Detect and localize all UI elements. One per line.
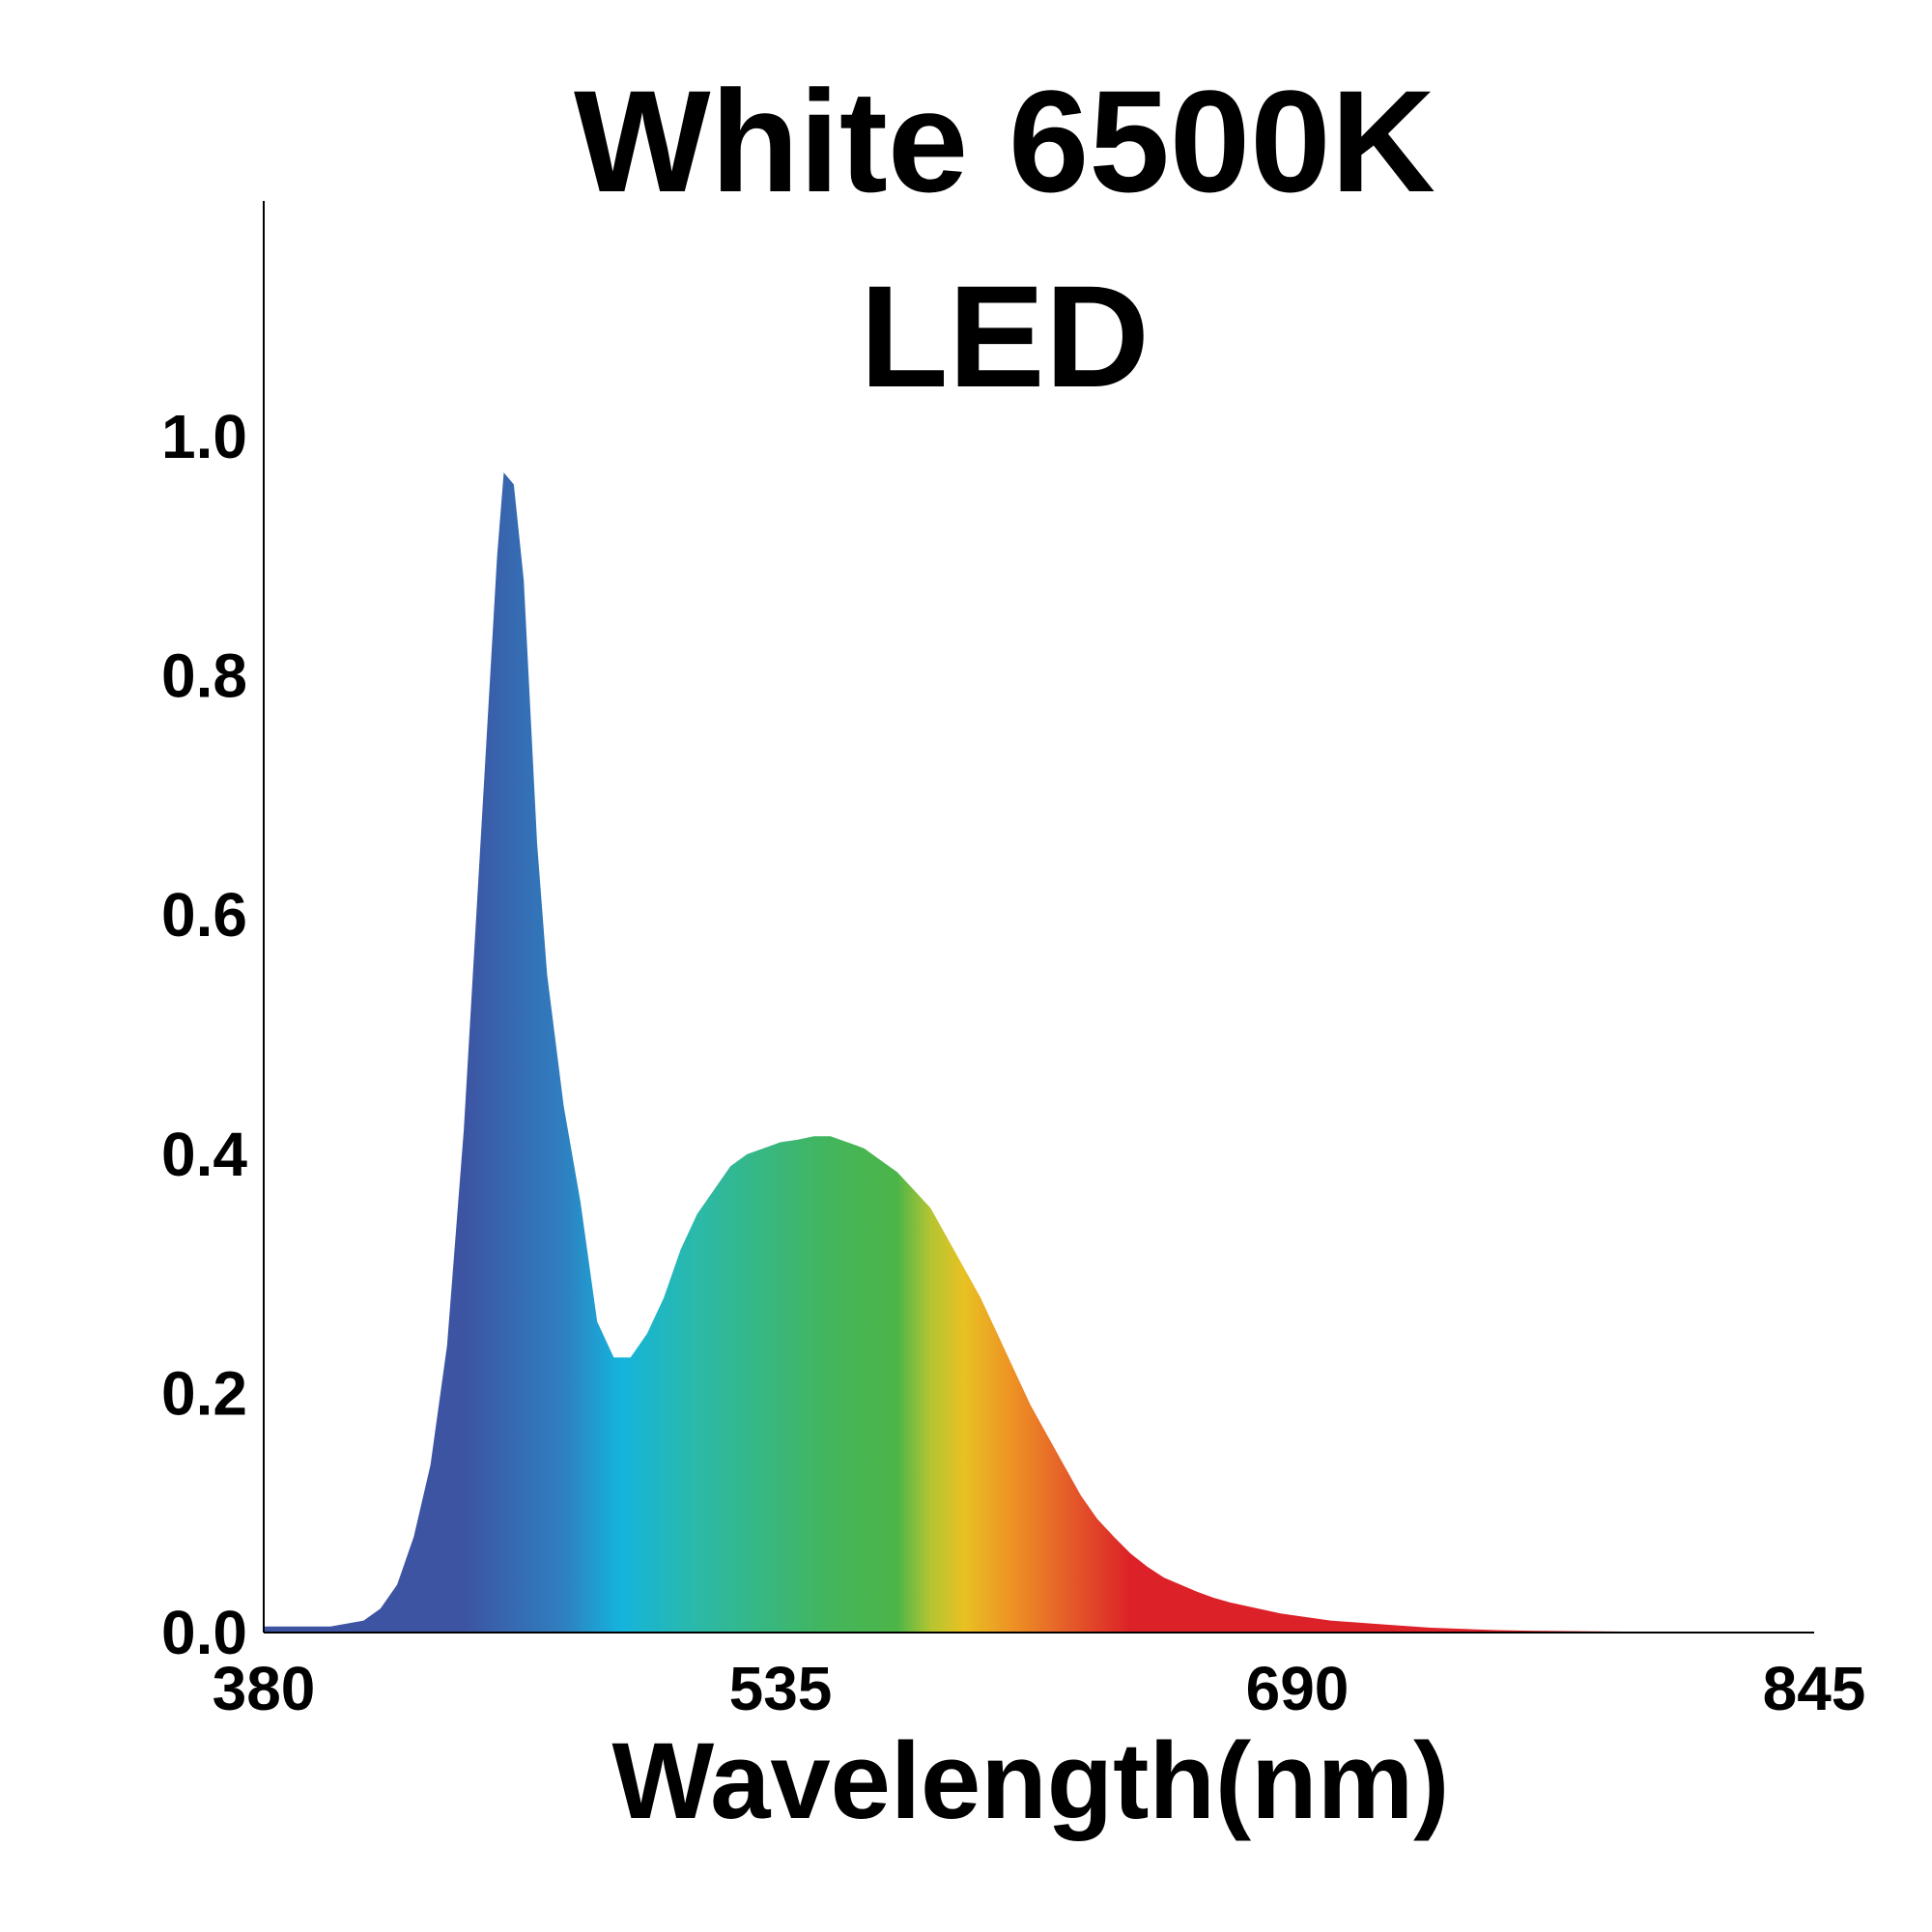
y-tick-label: 0.4	[161, 1120, 247, 1189]
x-axis-title: Wavelength(nm)	[612, 1720, 1450, 1841]
y-tick-label: 1.0	[161, 402, 247, 471]
chart-title-line-2: LED	[860, 255, 1150, 417]
y-tick-label: 0.2	[161, 1358, 247, 1428]
x-tick-labels: 380 535 690 845	[213, 1654, 1866, 1723]
y-tick-label: 0.8	[161, 641, 247, 711]
x-tick-label: 845	[1763, 1654, 1866, 1723]
x-tick-label: 535	[729, 1654, 833, 1723]
x-tick-label: 690	[1246, 1654, 1350, 1723]
chart-title-line-1: White 6500K	[574, 60, 1435, 222]
y-tick-label: 0.6	[161, 880, 247, 950]
x-tick-label: 380	[213, 1654, 316, 1723]
y-tick-labels: 0.0 0.2 0.4 0.6 0.8 1.0	[161, 402, 247, 1667]
spectrum-area	[264, 472, 1814, 1634]
y-tick-label: 0.0	[161, 1598, 247, 1667]
